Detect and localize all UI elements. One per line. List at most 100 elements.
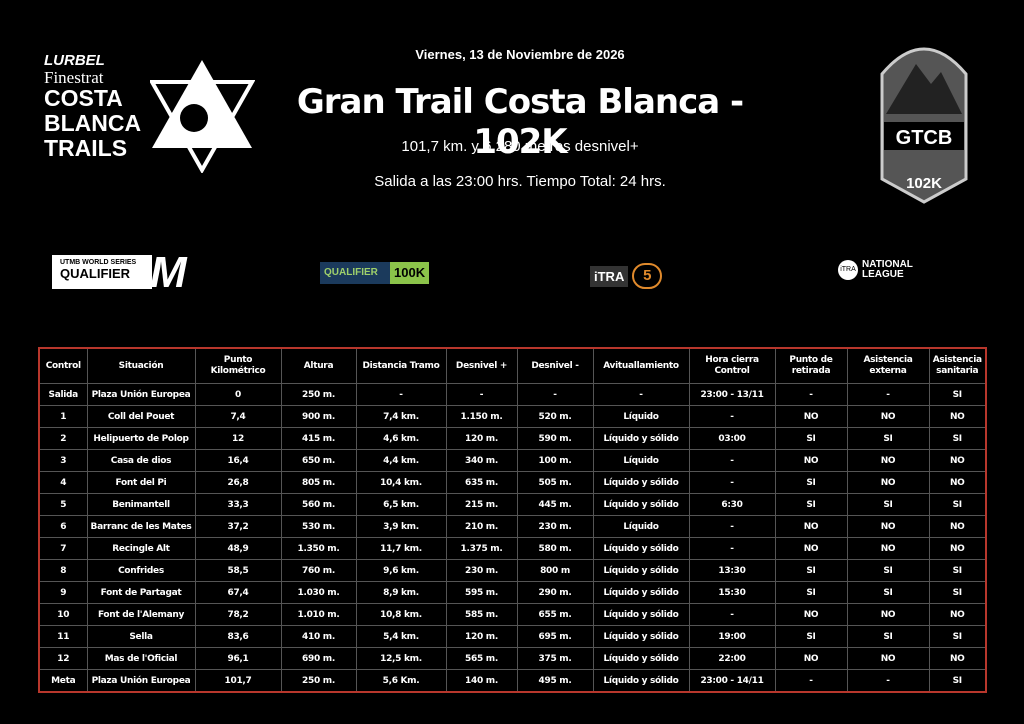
table-cell: 9,6 km. bbox=[355, 559, 447, 582]
utmb-m: M bbox=[150, 248, 187, 297]
table-cell: 375 m. bbox=[516, 647, 594, 670]
logo-line: BLANCA bbox=[44, 110, 142, 136]
table-cell: 33,3 bbox=[194, 493, 282, 516]
table-cell: 5,4 km. bbox=[355, 625, 447, 648]
q100-value: 100K bbox=[390, 262, 430, 284]
table-cell: Plaza Unión Europea bbox=[86, 383, 196, 406]
table-cell: 520 m. bbox=[516, 405, 594, 428]
start-info: Salida a las 23:00 hrs. Tiempo Total: 24… bbox=[374, 173, 666, 190]
table-cell: Casa de dios bbox=[86, 449, 196, 472]
table-cell: 560 m. bbox=[280, 493, 357, 516]
table-cell: 7,4 bbox=[194, 405, 282, 428]
table-cell: - bbox=[688, 449, 776, 472]
table-cell: Líquido y sólido bbox=[592, 625, 690, 648]
table-cell: 805 m. bbox=[280, 471, 357, 494]
table-cell: 22:00 bbox=[688, 647, 776, 670]
table-cell: Líquido y sólido bbox=[592, 471, 690, 494]
table-cell: Font de l'Alemany bbox=[86, 603, 196, 626]
table-cell: Meta bbox=[38, 669, 88, 693]
table-cell: 10 bbox=[38, 603, 88, 626]
column-header: Asistencia sanitaria bbox=[928, 347, 987, 384]
table-cell: Líquido y sólido bbox=[592, 603, 690, 626]
table-cell: Líquido y sólido bbox=[592, 669, 690, 693]
column-header: Desnivel - bbox=[516, 347, 594, 384]
table-cell: Sella bbox=[86, 625, 196, 648]
table-cell: Font de Partagat bbox=[86, 581, 196, 604]
table-cell: 83,6 bbox=[194, 625, 282, 648]
table-cell: SI bbox=[774, 581, 848, 604]
utmb-qualifier: QUALIFIER bbox=[60, 266, 131, 281]
table-cell: 4,4 km. bbox=[355, 449, 447, 472]
column-header: Punto Kilométrico bbox=[194, 347, 282, 384]
table-cell: NO bbox=[928, 449, 987, 472]
table-cell: - bbox=[774, 669, 848, 693]
table-cell: 15:30 bbox=[688, 581, 776, 604]
table-cell: - bbox=[592, 383, 690, 406]
table-cell: 13:30 bbox=[688, 559, 776, 582]
league-brand: iTRA bbox=[838, 260, 858, 280]
table-cell: NO bbox=[774, 647, 848, 670]
table-cell: 580 m. bbox=[516, 537, 594, 560]
column-header: Distancia Tramo bbox=[355, 347, 447, 384]
league-sub: LEAGUE bbox=[862, 269, 904, 280]
table-cell: Recingle Alt bbox=[86, 537, 196, 560]
table-cell: Helipuerto de Polop bbox=[86, 427, 196, 450]
table-cell: 26,8 bbox=[194, 471, 282, 494]
table-cell: 10,8 km. bbox=[355, 603, 447, 626]
table-cell: 78,2 bbox=[194, 603, 282, 626]
table-cell: SI bbox=[928, 383, 987, 406]
table-cell: - bbox=[774, 383, 848, 406]
table-cell: SI bbox=[774, 493, 848, 516]
table-cell: Líquido y sólido bbox=[592, 559, 690, 582]
table-cell: 37,2 bbox=[194, 515, 282, 538]
table-cell: Plaza Unión Europea bbox=[86, 669, 196, 693]
table-cell: - bbox=[846, 669, 930, 693]
table-cell: SI bbox=[846, 625, 930, 648]
table-row: 6 Barranc de les Mates 37,2 530 m. 3,9 km. 21… bbox=[38, 515, 987, 538]
table-cell: 101,7 bbox=[194, 669, 282, 693]
itra-points: 5 bbox=[632, 263, 663, 289]
table-cell: 650 m. bbox=[280, 449, 357, 472]
table-cell: SI bbox=[846, 559, 930, 582]
table-cell: 5 bbox=[38, 493, 88, 516]
table-cell: 340 m. bbox=[445, 449, 518, 472]
logo-line: COSTA bbox=[44, 85, 123, 111]
table-cell: 4,6 km. bbox=[355, 427, 447, 450]
table-cell: 48,9 bbox=[194, 537, 282, 560]
table-row: 9 Font de Partagat 67,4 1.030 m. 8,9 km. 595 … bbox=[38, 581, 987, 604]
table-cell: - bbox=[688, 537, 776, 560]
table-cell: SI bbox=[928, 559, 987, 582]
table-cell: SI bbox=[928, 493, 987, 516]
table-cell: 12 bbox=[194, 427, 282, 450]
column-header: Asistencia externa bbox=[846, 347, 930, 384]
table-cell: NO bbox=[928, 405, 987, 428]
table-cell: Confrides bbox=[86, 559, 196, 582]
league-name: NATIONAL bbox=[862, 259, 913, 270]
table-cell: 655 m. bbox=[516, 603, 594, 626]
table-cell: 250 m. bbox=[280, 669, 357, 693]
column-header: Desnivel + bbox=[445, 347, 518, 384]
date: Viernes, 13 de Noviembre de 2026 bbox=[415, 47, 625, 62]
table-cell: 12,5 km. bbox=[355, 647, 447, 670]
table-cell: NO bbox=[928, 603, 987, 626]
table-cell: 1.375 m. bbox=[445, 537, 518, 560]
table-cell: NO bbox=[846, 603, 930, 626]
table-cell: 8,9 km. bbox=[355, 581, 447, 604]
table-cell: 760 m. bbox=[280, 559, 357, 582]
table-cell: NO bbox=[928, 537, 987, 560]
q100-logo: QUALIFIER 100K bbox=[320, 262, 445, 284]
table-cell: 445 m. bbox=[516, 493, 594, 516]
table-cell: NO bbox=[846, 471, 930, 494]
badge-distance: 102K bbox=[906, 175, 942, 192]
table-cell: 6:30 bbox=[688, 493, 776, 516]
distance: 101,7 km. y 6.280 metros desnivel+ bbox=[401, 138, 639, 155]
table-cell: Líquido bbox=[592, 405, 690, 428]
table-cell: SI bbox=[774, 559, 848, 582]
column-header: Hora cierra Control bbox=[688, 347, 776, 384]
table-cell: 495 m. bbox=[516, 669, 594, 693]
table-cell: NO bbox=[846, 537, 930, 560]
table-cell: 215 m. bbox=[445, 493, 518, 516]
title: Gran Trail Costa Blanca - 102K bbox=[296, 82, 744, 162]
table-cell: Líquido y sólido bbox=[592, 537, 690, 560]
